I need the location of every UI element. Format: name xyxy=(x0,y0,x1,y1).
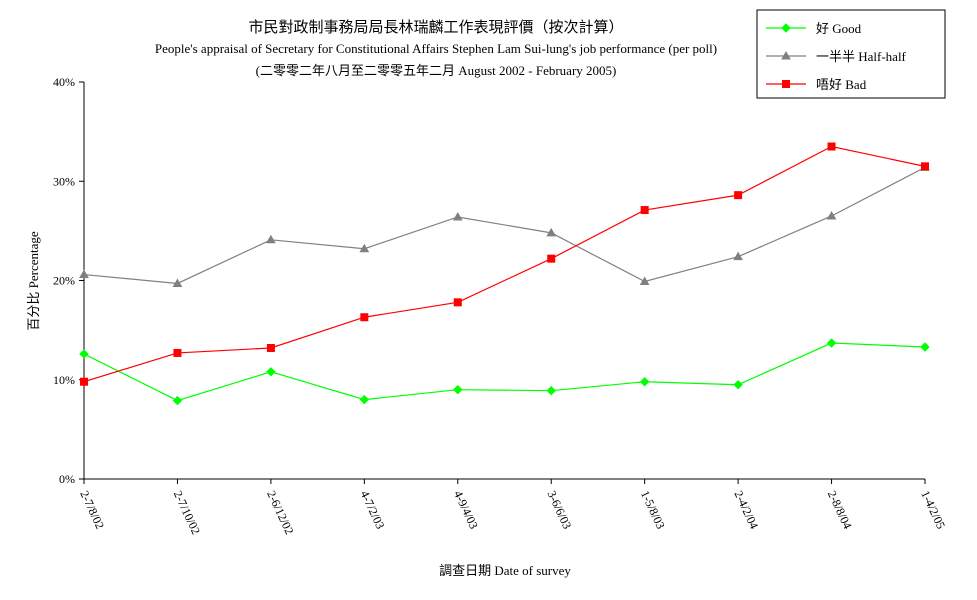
y-tick-label: 40% xyxy=(53,75,75,89)
legend-label-halfhalf: 一半半 Half-half xyxy=(816,49,907,64)
data-point-good xyxy=(172,395,183,406)
x-tick-label: 4-7/2/03 xyxy=(358,488,388,531)
data-point-bad xyxy=(827,142,836,151)
data-point-halfhalf xyxy=(452,211,463,221)
data-point-good xyxy=(453,384,463,395)
data-point-halfhalf xyxy=(172,278,183,287)
series-line-good xyxy=(83,342,926,402)
legend-marker-bad xyxy=(782,80,790,88)
series-line-halfhalf xyxy=(83,166,926,285)
data-point-good xyxy=(79,349,89,359)
x-tick-label: 2-6/12/02 xyxy=(264,488,296,536)
x-tick-label: 2-8/8/04 xyxy=(825,488,855,531)
x-tick-label: 4-9/4/03 xyxy=(451,488,481,531)
legend-marker-halfhalf xyxy=(781,50,791,60)
legend-marker-good xyxy=(781,23,791,33)
data-point-halfhalf xyxy=(266,234,276,244)
data-point-bad xyxy=(453,298,462,307)
data-point-good xyxy=(359,394,370,405)
x-tick-label: 2-7/10/02 xyxy=(171,488,203,536)
data-point-halfhalf xyxy=(733,251,743,261)
data-point-bad xyxy=(173,348,182,357)
chart-subtitle-dates: (二零零二年八月至二零零五年二月 August 2002 - February … xyxy=(256,63,617,78)
data-point-bad xyxy=(640,206,649,215)
data-point-good xyxy=(546,385,556,396)
legend-label-good: 好 Good xyxy=(816,21,862,36)
legend: 好 Good 一半半 Half-half 唔好 Bad xyxy=(756,9,946,99)
chart-title: 市民對政制事務局局長林瑞麟工作表現評價（按次計算） xyxy=(248,18,623,36)
data-point-bad xyxy=(266,343,275,352)
x-tick-label: 1-5/8/03 xyxy=(638,488,668,531)
x-tick-label: 2-4/2/04 xyxy=(731,488,761,531)
y-tick-label: 30% xyxy=(53,174,75,188)
data-point-halfhalf xyxy=(639,276,650,285)
x-tick-label: 1-4/2/05 xyxy=(918,488,948,531)
chart-subtitle: People's appraisal of Secretary for Cons… xyxy=(155,41,717,56)
data-point-bad xyxy=(921,162,929,171)
x-tick-label: 2-7/8/02 xyxy=(77,488,107,531)
data-point-halfhalf xyxy=(546,227,557,237)
series-line-bad xyxy=(83,145,926,383)
data-point-good xyxy=(826,338,837,348)
data-point-bad xyxy=(80,377,88,386)
y-tick-label: 10% xyxy=(53,373,75,387)
data-point-good xyxy=(733,380,743,390)
plot-area: 0% 10% 20% 30% 40% 2-7/8/02 2-7/10/02 2-6/12/02… xyxy=(53,75,948,537)
data-point-bad xyxy=(547,254,556,263)
data-point-good xyxy=(920,342,930,352)
y-tick-label: 20% xyxy=(53,274,75,288)
data-point-good xyxy=(266,367,276,377)
chart-titles: 市民對政制事務局局長林瑞麟工作表現評價（按次計算） People's appra… xyxy=(155,18,717,78)
legend-label-bad: 唔好 Bad xyxy=(816,77,867,92)
data-point-halfhalf xyxy=(826,210,837,220)
data-point-bad xyxy=(734,191,743,200)
y-axis-title: 百分比 Percentage xyxy=(26,231,41,331)
y-tick-label: 0% xyxy=(59,472,75,486)
data-point-halfhalf xyxy=(79,269,89,279)
x-tick-label: 3-6/6/03 xyxy=(545,488,575,531)
data-point-bad xyxy=(360,313,369,322)
x-axis-title: 調查日期 Date of survey xyxy=(439,563,571,578)
data-point-halfhalf xyxy=(359,243,370,253)
data-point-good xyxy=(639,377,650,387)
